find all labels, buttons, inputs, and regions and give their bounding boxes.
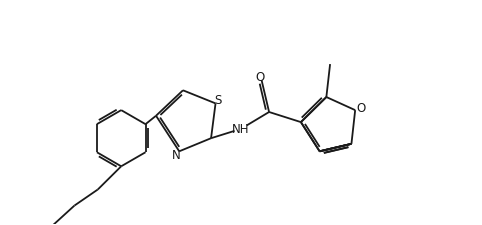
Text: NH: NH [232,123,250,136]
Text: O: O [255,70,264,83]
Text: N: N [172,148,181,162]
Text: S: S [214,94,222,107]
Text: O: O [356,102,365,115]
